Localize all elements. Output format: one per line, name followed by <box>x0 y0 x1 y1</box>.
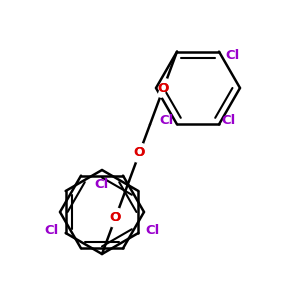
Text: O: O <box>110 211 121 224</box>
Text: O: O <box>134 146 145 159</box>
Text: O: O <box>134 146 145 159</box>
Text: Cl: Cl <box>160 114 174 127</box>
Text: O: O <box>158 82 169 94</box>
Text: Cl: Cl <box>44 224 59 238</box>
Text: Cl: Cl <box>95 178 109 190</box>
Text: Cl: Cl <box>222 114 236 127</box>
Text: Cl: Cl <box>226 49 240 62</box>
Text: O: O <box>158 82 169 94</box>
Text: O: O <box>110 211 121 224</box>
Text: Cl: Cl <box>145 224 160 238</box>
